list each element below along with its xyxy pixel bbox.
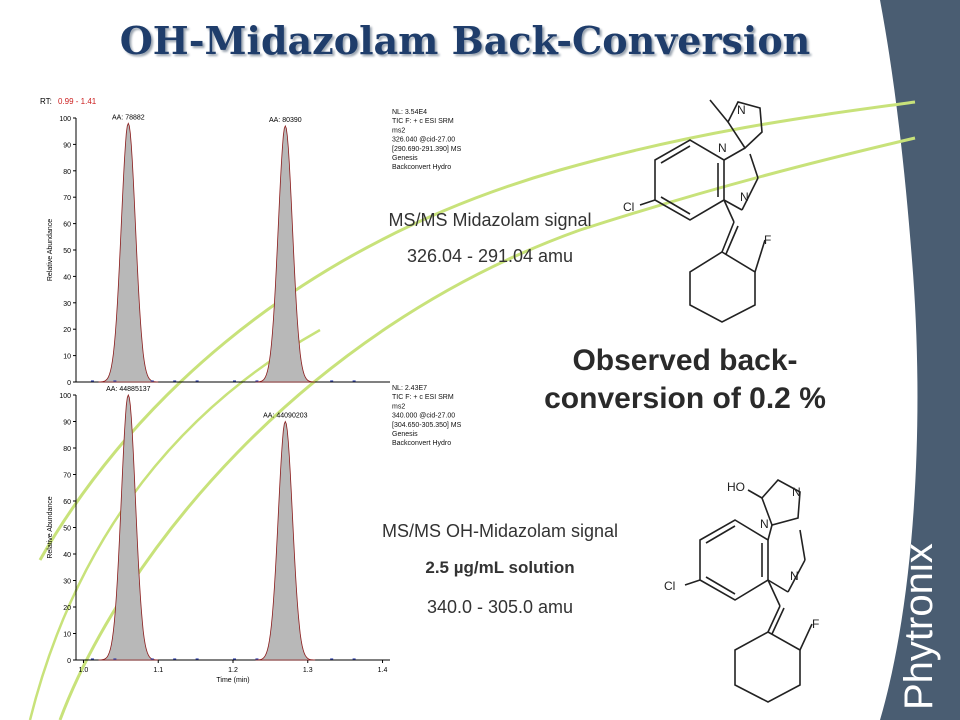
atom-ho: HO: [727, 480, 745, 494]
x-tick-label: 1.3: [303, 667, 313, 674]
scan-info-line: TIC F: + c ESI SRM: [392, 394, 454, 401]
y-tick-label: 30: [63, 301, 71, 308]
top-scan-info: NL: 3.54E4 TIC F: + c ESI SRM ms2 326.040 @…: [392, 109, 462, 171]
observed-back-conversion: Observed back-conversion of 0.2 %: [544, 344, 826, 415]
y-tick-label: 100: [59, 393, 71, 400]
scan-info-line: TIC F: + c ESI SRM: [392, 118, 454, 125]
bottom-chromatogram: 0 10 20 30 40 50 60 70 80 90 100 Relative Abundance…: [47, 386, 390, 684]
y-tick-label: 30: [63, 579, 71, 586]
phytronix-logo: Phytronix: [897, 543, 941, 710]
scan-info-line: NL: 2.43E7: [392, 385, 427, 392]
y-tick-label: 90: [63, 142, 71, 149]
atom-cl: Cl: [623, 200, 634, 214]
scan-info-line: NL: 3.54E4: [392, 109, 427, 116]
scan-info-line: Backconvert Hydro: [392, 164, 451, 171]
x-axis-label: Time (min): [216, 677, 249, 684]
scan-info-line: Genesis: [392, 431, 418, 438]
scan-info-line: ms2: [392, 127, 405, 134]
scan-info-line: ms2: [392, 403, 405, 410]
peak-1: [98, 393, 159, 661]
y-tick-label: 20: [63, 327, 71, 334]
side-band: [880, 0, 960, 720]
y-axis-label: Relative Abundance: [47, 219, 54, 281]
atom-n3: N: [740, 190, 749, 204]
scan-info-line: [304.650-305.350] MS: [392, 422, 462, 429]
atom-n1: N: [792, 485, 801, 499]
peak-2: [255, 420, 316, 661]
top-signal-caption: MS/MS Midazolam signal: [388, 210, 592, 230]
y-axis-label: Relative Abundance: [47, 496, 54, 558]
y-tick-label: 0: [67, 380, 71, 387]
scan-info-line: 326.040 @cid-27.00: [392, 137, 455, 144]
y-tick-label: 0: [67, 658, 71, 665]
top-chromatogram: 0 10 20 30 40 50 60 70 80 90 100 Relative Abundance…: [47, 114, 390, 387]
atom-n2: N: [718, 141, 727, 155]
peak-2: [255, 124, 316, 383]
scan-info-line: Genesis: [392, 155, 418, 162]
peak-area-label: AA: 44090203: [263, 413, 307, 420]
top-mass-range: 326.04 - 291.04 amu: [406, 246, 574, 266]
atom-cl: Cl: [664, 579, 675, 593]
atom-n1: N: [737, 103, 746, 117]
y-tick-label: 80: [63, 169, 71, 176]
peak-area-label: AA: 80390: [269, 117, 302, 124]
scan-info-line: Backconvert Hydro: [392, 440, 451, 447]
scan-info-line: 340.000 @cid-27.00: [392, 413, 455, 420]
oh-midazolam-atom-labels: HO N N N Cl F: [664, 480, 819, 631]
scan-info-line: [290.690-291.390] MS: [392, 146, 462, 153]
peak-area-label: AA: 78882: [112, 114, 145, 121]
atom-n2: N: [760, 517, 769, 531]
solution-concentration: 2.5 µg/mL solution: [425, 558, 575, 577]
x-tick-label: 1.0: [79, 667, 89, 674]
bottom-mass-range: 340.0 - 305.0 amu: [426, 597, 574, 617]
atom-f: F: [764, 233, 771, 247]
atom-n3: N: [790, 569, 799, 583]
oh-midazolam-structure: [684, 478, 813, 703]
slide-title: OH-Midazolam Back-Conversion: [119, 18, 811, 63]
y-tick-label: 50: [63, 248, 71, 255]
y-tick-label: 60: [63, 222, 71, 229]
rt-label: RT:: [40, 97, 52, 106]
bottom-scan-info: NL: 2.43E7 TIC F: + c ESI SRM ms2 340.000 @…: [392, 385, 462, 447]
x-tick-label: 1.4: [378, 667, 388, 674]
y-tick-label: 70: [63, 195, 71, 202]
atom-f: F: [812, 617, 819, 631]
peak-area-label: AA: 44885137: [106, 386, 150, 393]
y-tick-label: 90: [63, 420, 71, 427]
y-tick-label: 100: [59, 116, 71, 123]
y-tick-label: 10: [63, 354, 71, 361]
y-tick-label: 20: [63, 605, 71, 612]
y-tick-label: 60: [63, 499, 71, 506]
svg-text:Phytronix: Phytronix: [897, 543, 941, 710]
y-tick-label: 40: [63, 552, 71, 559]
bottom-signal-caption: MS/MS OH-Midazolam signal: [381, 521, 619, 541]
y-tick-label: 10: [63, 632, 71, 639]
midazolam-structure: [639, 99, 766, 323]
y-tick-label: 80: [63, 446, 71, 453]
x-tick-label: 1.2: [228, 667, 238, 674]
x-tick-label: 1.1: [153, 667, 163, 674]
y-tick-label: 40: [63, 274, 71, 281]
y-tick-label: 50: [63, 526, 71, 533]
y-tick-label: 70: [63, 473, 71, 480]
midazolam-atom-labels: N N N Cl F: [623, 103, 771, 247]
peak-1: [98, 122, 159, 383]
rt-range: 0.99 - 1.41: [58, 97, 97, 106]
